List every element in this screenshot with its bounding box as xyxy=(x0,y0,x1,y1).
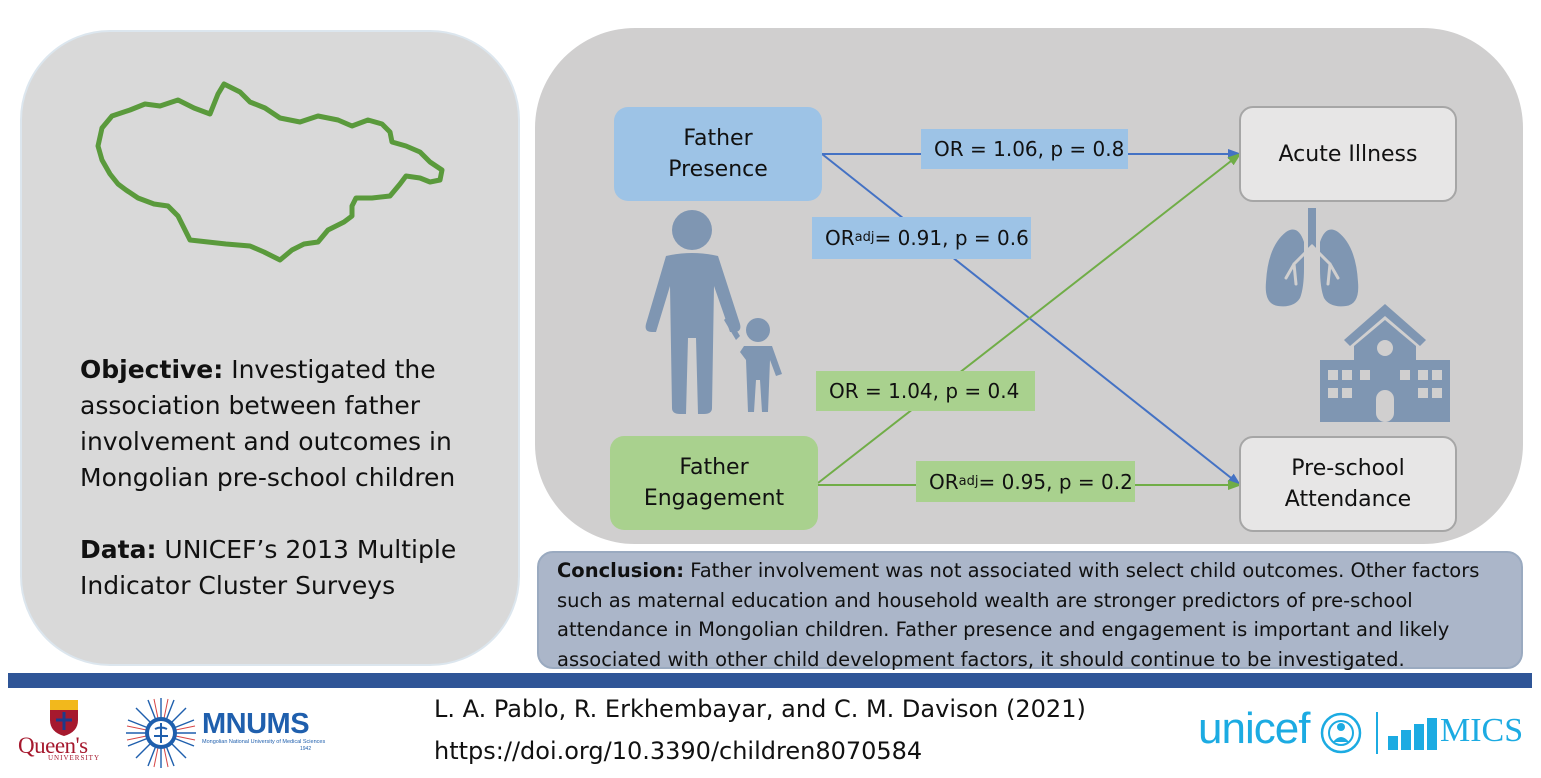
data-body: UNICEF’s 2013 Multiple Indicator Cluster… xyxy=(80,535,457,600)
mnums-logo-subtext: Mongolian National University of Medical… xyxy=(202,739,326,745)
stat-engagement-preschool: OR adj = 0.95, p = 0.2 xyxy=(916,461,1135,502)
mnums-logo-text: MNUMS xyxy=(202,708,310,740)
unicef-logo-text: unicef xyxy=(1198,704,1310,753)
data-label: Data: xyxy=(80,535,157,564)
objective-body: Investigated the association between fat… xyxy=(80,355,456,492)
stat-presence-preschool: OR adj = 0.91, p = 0.6 xyxy=(812,217,1031,259)
citation-authors: L. A. Pablo, R. Erkhembayar, and C. M. D… xyxy=(434,695,1086,723)
node-father-presence: Father Presence xyxy=(614,107,822,201)
unicef-emblem-icon xyxy=(1320,712,1362,754)
footer-divider xyxy=(8,673,1532,688)
logo-separator xyxy=(1376,712,1378,754)
node-father-engagement: Father Engagement xyxy=(610,436,818,530)
queens-logo-subtext: UNIVERSITY xyxy=(48,754,100,762)
mongolia-map-icon xyxy=(95,81,445,263)
school-icon xyxy=(1320,304,1450,422)
objective-text: Objective: Investigated the association … xyxy=(80,352,500,496)
lungs-icon xyxy=(1265,208,1359,307)
mics-bars-icon xyxy=(1388,718,1437,750)
objective-label: Objective: xyxy=(80,355,224,384)
queens-crest-icon xyxy=(50,700,78,736)
conclusion-text: Father involvement was not associated wi… xyxy=(557,559,1480,671)
mnums-emblem-icon xyxy=(126,698,196,768)
father-child-icon xyxy=(645,210,782,414)
conclusion-box: Conclusion: Father involvement was not a… xyxy=(537,551,1523,671)
conclusion-label: Conclusion: xyxy=(557,559,685,582)
data-text: Data: UNICEF’s 2013 Multiple Indicator C… xyxy=(80,532,500,604)
left-panel xyxy=(20,30,520,666)
stat-engagement-acute: OR = 1.04, p = 0.4 xyxy=(816,371,1035,411)
mnums-logo-year: 1942 xyxy=(300,746,312,752)
mics-logo-text: MICS xyxy=(1440,712,1524,749)
queens-logo-text: Queen's xyxy=(18,733,88,758)
stat-presence-acute: OR = 1.06, p = 0.8 xyxy=(921,129,1128,169)
citation-doi[interactable]: https://doi.org/10.3390/children8070584 xyxy=(434,737,923,765)
node-acute-illness: Acute Illness xyxy=(1239,106,1457,202)
node-preschool-attendance: Pre-school Attendance xyxy=(1239,436,1457,532)
